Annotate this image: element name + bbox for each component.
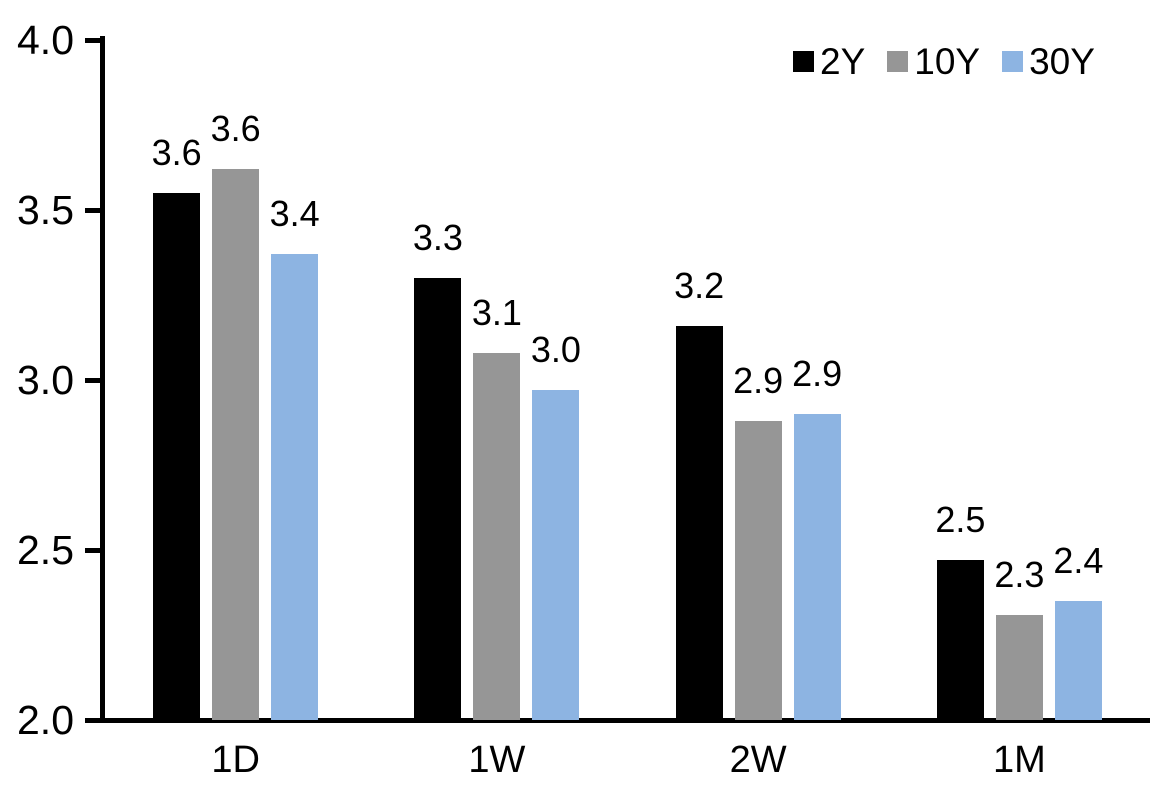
legend-label-10y: 10Y [914, 40, 981, 82]
bar-value-label-10y-1w: 3.1 [471, 291, 522, 333]
bar-10y-1d [212, 169, 260, 720]
bar-30y-1m [1054, 601, 1102, 720]
bar-value-label-2y-2w: 3.2 [674, 264, 725, 306]
y-tick-mark [85, 718, 105, 723]
x-category-label-2w: 2W [729, 739, 787, 781]
bar-value-label-2y-1w: 3.3 [412, 217, 463, 258]
bar-value-label-30y-1w: 3.0 [530, 329, 581, 371]
y-tick-label: 2.5 [17, 527, 74, 573]
legend-swatch-10y-icon [887, 50, 909, 72]
bar-10y-2w [734, 420, 782, 720]
legend-label-2y: 2Y [820, 40, 866, 82]
bar-value-label-10y-1m: 2.3 [994, 553, 1045, 595]
bar-value-label-30y-1d: 3.4 [269, 193, 320, 235]
legend-label-30y: 30Y [1029, 40, 1095, 82]
legend-swatch-30y-icon [1002, 50, 1024, 72]
bar-10y-1w [473, 352, 521, 720]
y-tick-mark [85, 548, 105, 553]
bar-value-label-2y-1d: 3.6 [151, 132, 202, 173]
legend-item-10y: 10Y [887, 43, 980, 80]
bar-30y-1w [532, 390, 580, 720]
y-tick-label: 3.0 [17, 357, 74, 403]
legend-swatch-2y-icon [793, 50, 814, 72]
y-tick-mark [85, 378, 105, 383]
x-category-label-1m: 1M [992, 739, 1046, 781]
y-tick-label: 3.5 [17, 187, 74, 233]
bar-value-label-30y-2w: 2.9 [792, 353, 843, 394]
bar-2y-1m [936, 560, 984, 720]
y-tick-mark [85, 208, 105, 213]
bar-2y-2w [675, 325, 723, 720]
bar-value-label-10y-2w: 2.9 [733, 359, 784, 401]
y-tick-label: 4.0 [17, 17, 74, 63]
bar-2y-1d [153, 193, 201, 720]
legend-item-30y: 30Y [1002, 43, 1095, 80]
bar-value-label-30y-1m: 2.4 [1053, 540, 1104, 581]
x-category-label-1d: 1D [211, 739, 260, 781]
bar-value-label-10y-1d: 3.6 [210, 108, 261, 150]
x-axis-line [100, 718, 1150, 723]
bar-30y-2w [793, 414, 841, 720]
y-tick-mark [85, 38, 105, 43]
legend-item-2y: 2Y [793, 43, 865, 80]
bar-30y-1d [271, 254, 319, 720]
bar-2y-1w [414, 278, 462, 720]
bar-value-label-2y-1m: 2.5 [935, 499, 986, 541]
bar-10y-1m [995, 614, 1043, 720]
x-category-label-1w: 1W [468, 739, 526, 781]
legend: 2Y 10Y 30Y [793, 40, 1095, 82]
y-tick-label: 2.0 [17, 697, 74, 743]
